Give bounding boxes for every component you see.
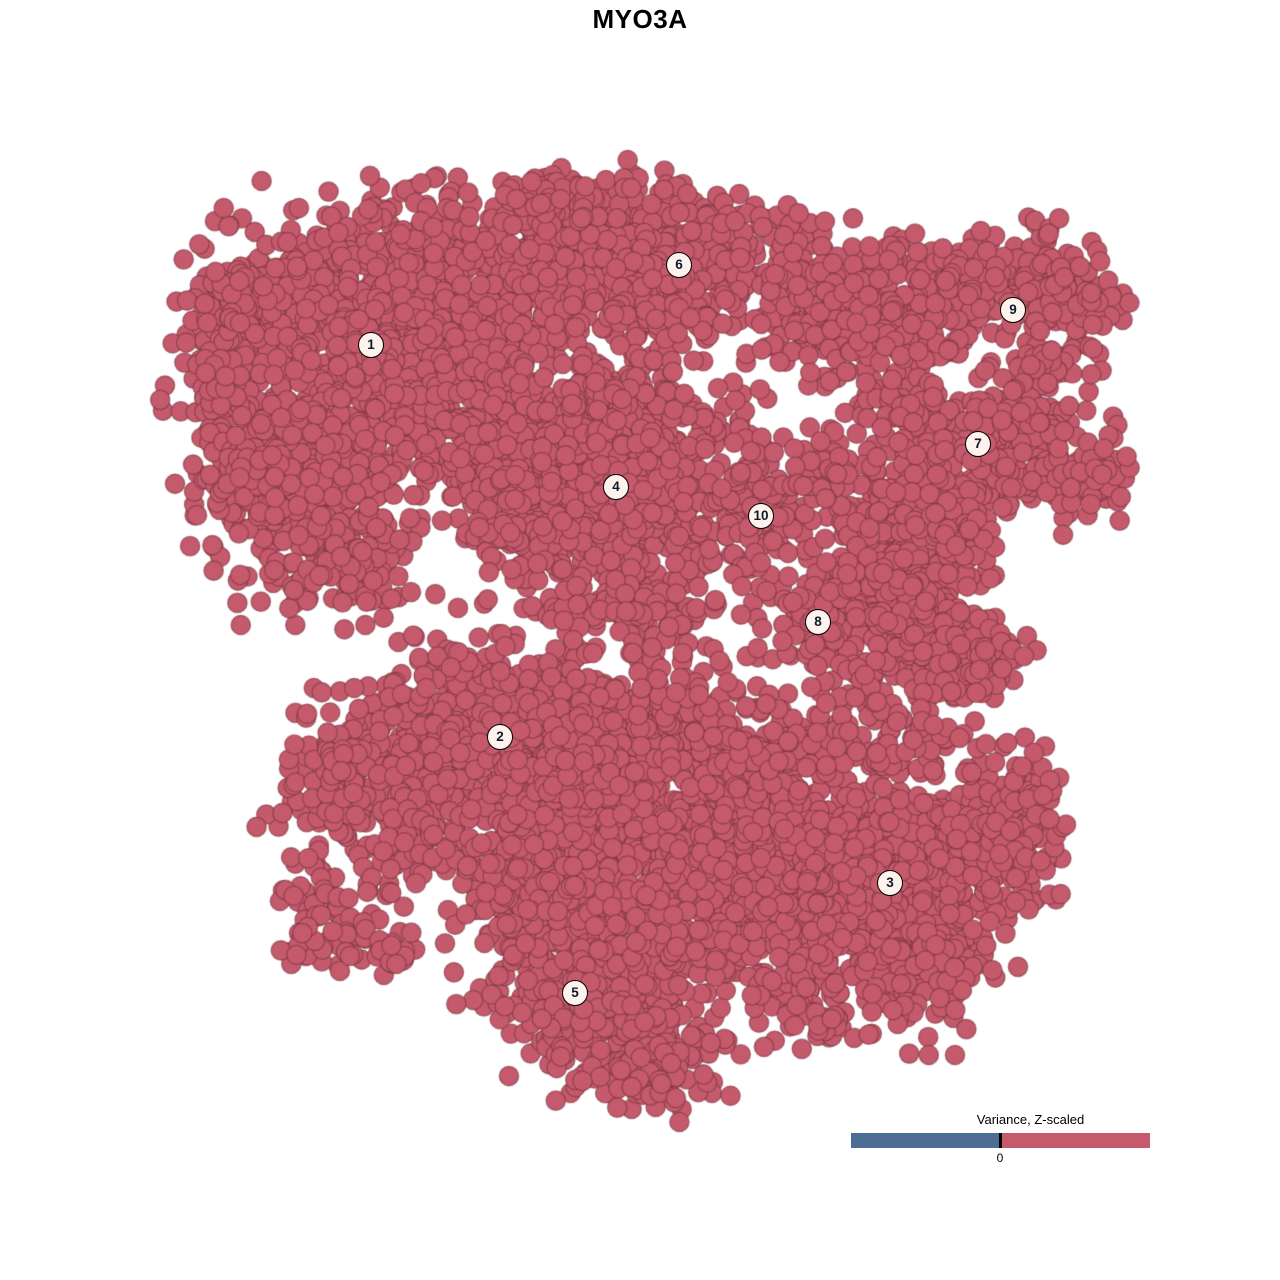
cluster-label-4: 4	[603, 474, 629, 500]
cluster-label-6: 6	[666, 252, 692, 278]
cluster-label-9: 9	[1000, 297, 1026, 323]
cluster-label-7: 7	[965, 431, 991, 457]
cluster-label-2: 2	[487, 724, 513, 750]
colorbar-positive-segment	[1002, 1133, 1150, 1148]
cluster-label-10: 10	[748, 503, 774, 529]
cluster-label-5: 5	[562, 980, 588, 1006]
colorbar-legend: Variance, Z-scaled 0	[851, 1112, 1150, 1172]
colorbar-negative-segment	[851, 1133, 999, 1148]
colorbar-zero-divider	[999, 1133, 1002, 1148]
colorbar	[851, 1133, 1150, 1148]
cluster-label-8: 8	[805, 609, 831, 635]
cluster-label-1: 1	[358, 332, 384, 358]
colorbar-title: Variance, Z-scaled	[976, 1112, 1085, 1127]
cluster-label-3: 3	[877, 870, 903, 896]
colorbar-tick-label: 0	[996, 1151, 1004, 1165]
